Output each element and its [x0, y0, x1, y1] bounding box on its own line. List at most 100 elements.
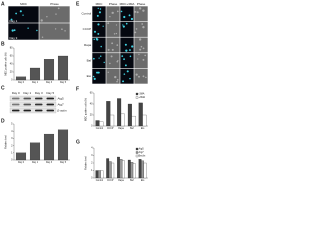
- cell: [129, 55, 132, 58]
- protein-label: Atg7: [58, 102, 65, 106]
- panel-letter: G: [76, 139, 80, 145]
- column-label: Phase: [109, 2, 118, 6]
- legend-label: Atg7: [139, 151, 145, 154]
- micrograph: [106, 68, 120, 84]
- cell: [120, 10, 123, 13]
- cell: [103, 61, 105, 64]
- cell: [107, 71, 109, 74]
- cell: [129, 49, 131, 51]
- band: [12, 109, 20, 112]
- cell: [138, 75, 140, 78]
- row-label: Eto: [87, 74, 92, 78]
- x-tick-label: Control: [96, 127, 104, 130]
- cell: [41, 36, 44, 39]
- cell: [139, 48, 142, 51]
- cell: [135, 73, 138, 76]
- cell: [99, 8, 102, 10]
- band: [35, 97, 43, 100]
- legend-swatch: [135, 151, 139, 154]
- bar: [95, 170, 99, 179]
- cell: [121, 55, 124, 58]
- cell: [115, 32, 118, 35]
- cell: [98, 57, 100, 59]
- cell: [92, 75, 95, 78]
- legend-swatch: [135, 147, 139, 151]
- cell: [98, 11, 101, 14]
- cell: [11, 29, 14, 32]
- cell: [57, 7, 60, 10]
- bar: [138, 102, 143, 127]
- y-tick-label: 60: [90, 92, 93, 95]
- y-tick-label: 4: [11, 130, 13, 133]
- blot-strip: [9, 107, 57, 114]
- cell: [125, 22, 128, 25]
- cell: [27, 27, 29, 29]
- y-axis-label: MDC positive cells (%): [5, 52, 8, 75]
- cell: [136, 11, 139, 14]
- cell: [95, 37, 98, 40]
- y-tick-label: 20: [10, 71, 13, 74]
- cell: [93, 30, 97, 33]
- bar: [100, 170, 104, 179]
- cell: [107, 22, 110, 25]
- x-tick-label: Rapa: [118, 128, 124, 130]
- y-tick-label: 2: [91, 162, 93, 165]
- bar: [95, 120, 100, 127]
- panel-letter: C: [1, 85, 5, 91]
- micrograph: [92, 37, 106, 53]
- cell: [100, 55, 102, 57]
- y-tick-label: 3: [91, 154, 93, 157]
- y-tick-label: 1: [11, 151, 13, 154]
- cell: [138, 53, 140, 56]
- micrograph: [92, 6, 106, 22]
- x-tick-label: CCCP: [107, 180, 114, 182]
- band: [46, 109, 54, 112]
- cell: [116, 78, 119, 81]
- cell: [97, 23, 100, 26]
- micrograph: [92, 68, 106, 84]
- band: [46, 97, 54, 100]
- x-tick-label: Eto: [141, 127, 145, 130]
- legend-label: +3MA: [139, 96, 146, 99]
- bar: [106, 101, 111, 127]
- bar: [29, 142, 41, 161]
- lane-label: Day 0: [12, 91, 20, 95]
- micrograph: [106, 53, 120, 69]
- cell: [123, 73, 126, 75]
- y-tick-label: 3: [11, 137, 13, 140]
- legend-label: Atg5: [139, 148, 145, 151]
- cell: [116, 10, 119, 13]
- y-tick-label: 4: [91, 147, 93, 150]
- y-tick-label: 1: [91, 169, 93, 172]
- x-tick-label: Eto: [141, 179, 145, 182]
- cell: [109, 62, 111, 65]
- y-tick-label: 60: [10, 55, 13, 58]
- x-tick-label: Day 5: [60, 162, 67, 164]
- column-label: MDC: [96, 2, 104, 6]
- band: [23, 103, 31, 106]
- cell: [113, 33, 116, 35]
- cell: [111, 42, 114, 45]
- micrograph: [120, 37, 134, 53]
- cell: [10, 18, 13, 21]
- cell: [40, 19, 43, 22]
- cell: [15, 12, 18, 15]
- lane-label: Day 5: [46, 91, 54, 95]
- cell: [142, 47, 145, 50]
- bar: [111, 162, 115, 179]
- cell: [116, 80, 118, 83]
- panel-letter: E: [76, 1, 80, 7]
- cell: [92, 57, 95, 60]
- cell: [115, 24, 118, 26]
- protein-label: β-actin: [58, 108, 67, 112]
- lane-label: Day 1: [23, 91, 31, 95]
- band: [23, 97, 31, 100]
- bar: [15, 152, 27, 161]
- x-tick-label: CCCP: [107, 128, 114, 130]
- cell: [123, 58, 125, 61]
- panel-letter: D: [1, 118, 5, 124]
- cell: [123, 15, 126, 19]
- bar: [15, 76, 27, 81]
- cell: [116, 60, 119, 63]
- cell: [131, 45, 134, 48]
